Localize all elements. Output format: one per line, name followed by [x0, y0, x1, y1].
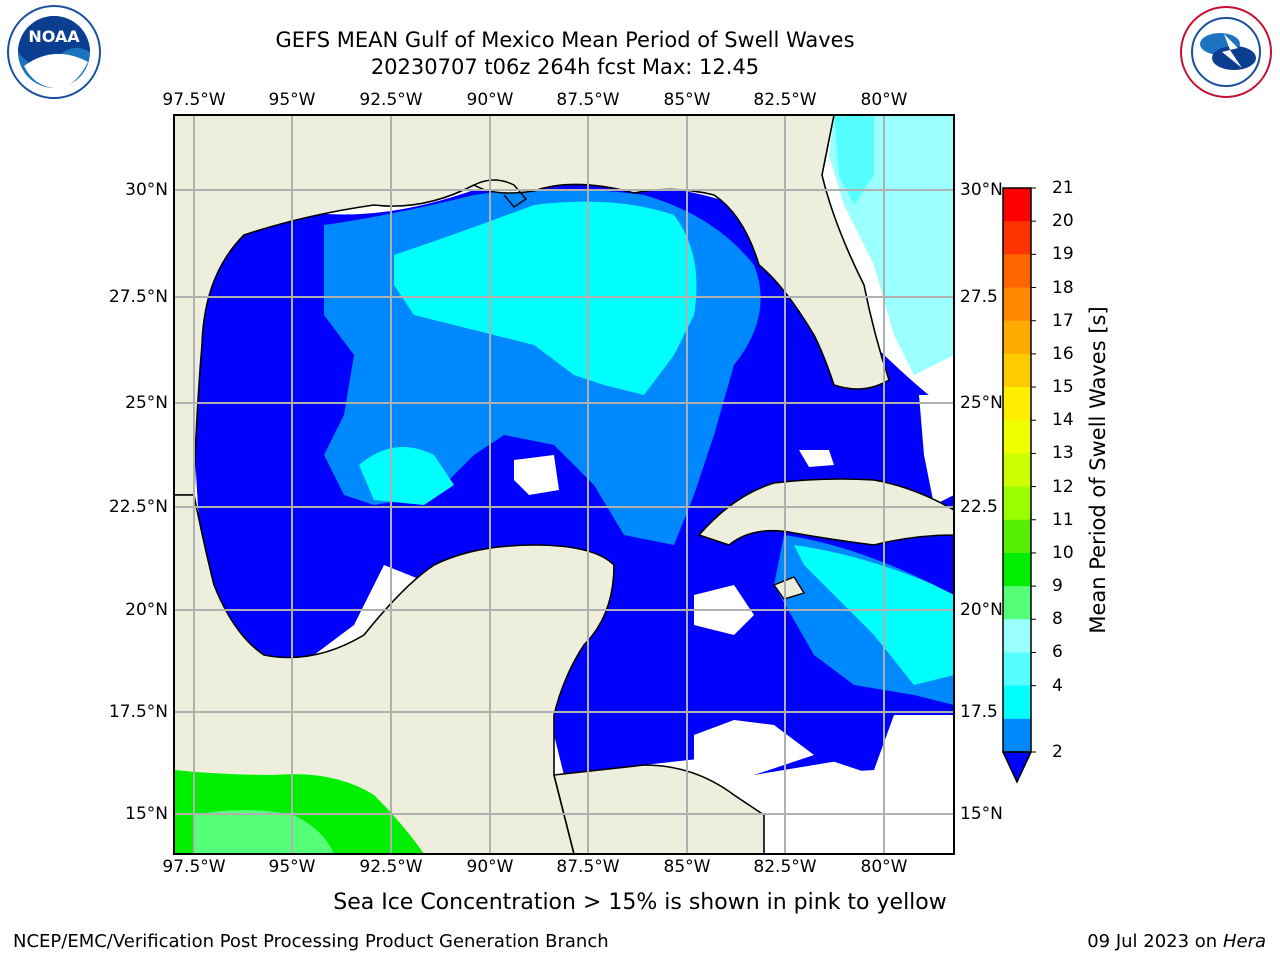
- lat-tick-left: 17.5°N: [108, 702, 168, 722]
- colorbar-segment: [1003, 254, 1031, 289]
- swell-6-8s-atlantic: [834, 115, 874, 205]
- no-data-patch: [514, 455, 559, 495]
- colorbar-label: 21: [1052, 178, 1074, 198]
- lat-tick-right: 15°N: [960, 804, 1003, 824]
- colorbar-segment: [1003, 453, 1031, 488]
- footer-host: Hera: [1222, 931, 1266, 952]
- colorbar-frame: [1002, 187, 1032, 753]
- lat-tick-right: 17.5: [960, 702, 998, 722]
- colorbar-label: 10: [1052, 542, 1074, 563]
- swell-9-10s-pacific: [194, 810, 334, 854]
- colorbar-label: 9: [1052, 576, 1063, 597]
- footer-date: 09 Jul 2023 on Hera: [1087, 931, 1266, 952]
- nws-logo: [1180, 6, 1272, 98]
- lat-tick-right: 30°N: [960, 180, 1003, 200]
- colorbar-segment: [1003, 652, 1031, 687]
- lat-tick-left: 27.5°N: [108, 287, 168, 307]
- colorbar-segment: [1003, 486, 1031, 521]
- swell-6-8s-caribbean: [794, 545, 954, 685]
- lat-tick-right: 25°N: [960, 393, 1003, 413]
- colorbar-segment: [1003, 320, 1031, 355]
- colorbar-segment: [1003, 552, 1031, 587]
- colorbar-label: 12: [1052, 476, 1074, 497]
- gulf-map: [173, 114, 955, 855]
- colorbar-segment: [1003, 685, 1031, 720]
- colorbar-segment: [1003, 188, 1031, 222]
- colorbar-label: 15: [1052, 377, 1074, 398]
- no-data-patch: [919, 395, 954, 505]
- lon-tick-top: 95°W: [268, 90, 316, 110]
- lat-tick-left: 25°N: [125, 393, 168, 413]
- colorbar-segment: [1003, 287, 1031, 322]
- swell-2-4s-south: [554, 535, 954, 775]
- colorbar-label: 16: [1052, 343, 1074, 364]
- map-subtitle: 20230707 t06z 264h fcst Max: 12.45: [370, 55, 760, 79]
- colorbar-extend-arrow: [1001, 751, 1033, 784]
- colorbar-label: 19: [1052, 244, 1074, 265]
- lat-tick-left: 15°N: [125, 804, 168, 824]
- land-central-america: [552, 764, 765, 855]
- map-frame: [173, 114, 955, 855]
- colorbar-title: Mean Period of Swell Waves [s]: [1086, 306, 1110, 634]
- lon-tick-bottom: 87.5°W: [556, 857, 620, 877]
- colorbar-segment: [1003, 519, 1031, 554]
- colorbar-segment: [1003, 619, 1031, 653]
- lat-tick-left: 22.5°N: [108, 497, 168, 517]
- lon-tick-top: 82.5°W: [753, 90, 817, 110]
- lon-tick-top: 97.5°W: [162, 90, 226, 110]
- swell-6-8s: [394, 201, 697, 395]
- lon-tick-top: 80°W: [860, 90, 908, 110]
- lon-tick-bottom: 82.5°W: [753, 857, 817, 877]
- colorbar-label: 13: [1052, 443, 1074, 464]
- colorbar-label: 6: [1052, 642, 1063, 663]
- lon-tick-top: 90°W: [466, 90, 514, 110]
- colorbar-label: 11: [1052, 509, 1074, 530]
- lat-tick-left: 30°N: [125, 180, 168, 200]
- footer-date-text: 09 Jul 2023 on: [1087, 931, 1218, 952]
- footer-branch: NCEP/EMC/Verification Post Processing Pr…: [13, 931, 609, 952]
- lat-tick-right: 27.5: [960, 287, 998, 307]
- no-data-patch: [799, 450, 834, 467]
- coastline-mississippi-delta: [473, 179, 528, 208]
- lat-tick-right: 20°N: [960, 600, 1003, 620]
- colorbar: [1001, 187, 1036, 784]
- lon-tick-bottom: 90°W: [466, 857, 514, 877]
- noaa-logo-text: NOAA: [28, 27, 80, 46]
- lon-tick-bottom: 95°W: [268, 857, 316, 877]
- lon-tick-top: 87.5°W: [556, 90, 620, 110]
- colorbar-segment: [1003, 353, 1031, 388]
- lon-tick-bottom: 97.5°W: [162, 857, 226, 877]
- colorbar-label: 20: [1052, 211, 1074, 232]
- land-yucatan-tip: [772, 576, 806, 600]
- colorbar-label: 8: [1052, 609, 1063, 630]
- colorbar-segment: [1003, 586, 1031, 620]
- noaa-logo: NOAA: [7, 5, 101, 99]
- colorbar-label: 2: [1052, 742, 1063, 762]
- colorbar-label: 4: [1052, 675, 1063, 696]
- colorbar-segment: [1003, 221, 1031, 255]
- colorbar-label: 18: [1052, 277, 1074, 298]
- lon-tick-bottom: 80°W: [860, 857, 908, 877]
- map-title: GEFS MEAN Gulf of Mexico Mean Period of …: [275, 28, 855, 52]
- colorbar-segment: [1003, 718, 1031, 753]
- lon-tick-top: 92.5°W: [359, 90, 423, 110]
- colorbar-label: 17: [1052, 310, 1074, 331]
- lat-tick-right: 22.5: [960, 497, 998, 517]
- swell-6-8s-bay: [359, 447, 454, 505]
- lon-tick-bottom: 85°W: [663, 857, 711, 877]
- lon-tick-top: 85°W: [663, 90, 711, 110]
- colorbar-segment: [1003, 420, 1031, 454]
- land-mexico: [173, 494, 615, 855]
- lon-tick-bottom: 92.5°W: [359, 857, 423, 877]
- colorbar-segment: [1003, 387, 1031, 421]
- sea-ice-note: Sea Ice Concentration > 15% is shown in …: [333, 890, 947, 915]
- colorbar-label: 14: [1052, 410, 1074, 431]
- lat-tick-left: 20°N: [125, 600, 168, 620]
- no-data-patch: [734, 715, 954, 854]
- map-gridlines: [174, 115, 954, 854]
